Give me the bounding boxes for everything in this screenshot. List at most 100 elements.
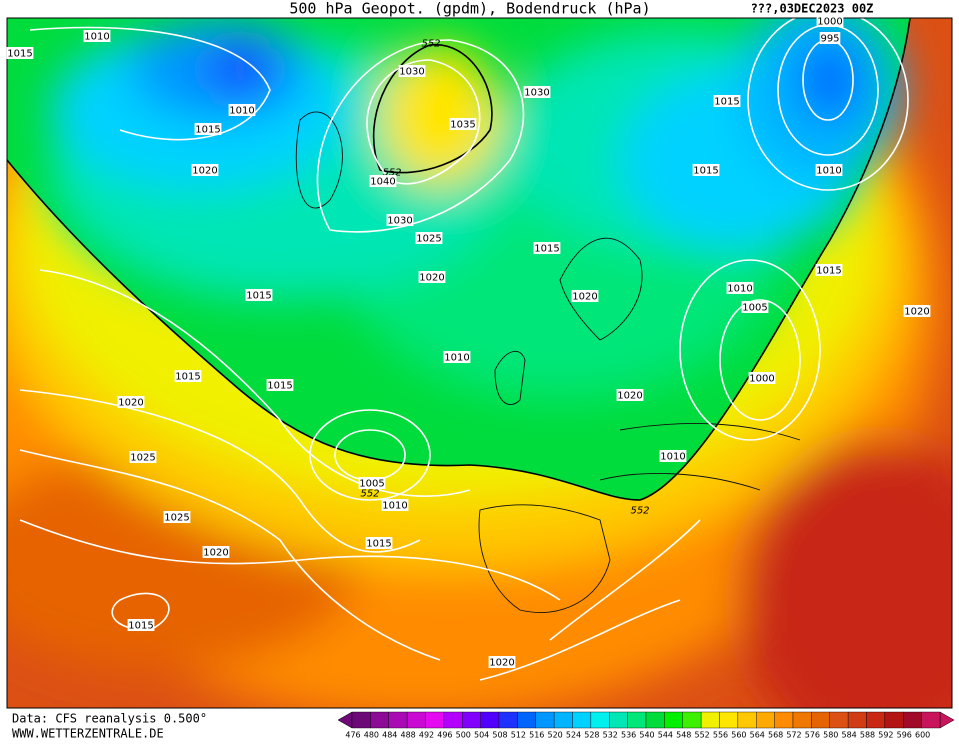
colorbar-swatch (737, 711, 757, 729)
colorbar-swatch (829, 711, 849, 729)
label-box (815, 164, 843, 176)
label-box (659, 450, 687, 462)
isobar-label: 1020 (904, 307, 929, 318)
colorbar-label: 576 (805, 731, 820, 740)
colorbar-label: 520 (547, 731, 562, 740)
isobar-label: 552 (421, 39, 440, 50)
timestamp: ???,03DEC2023 00Z (751, 2, 874, 16)
isobar-label: 1015 (693, 166, 718, 177)
colorbar-label: 544 (658, 731, 673, 740)
isobar-label: 1015 (246, 291, 271, 302)
colorbar: 476 480 484 488 492 496 500 504 508 512 516 520 524 5… (337, 711, 955, 740)
isobar-label: 1010 (816, 166, 841, 177)
colorbar-swatch (866, 711, 886, 729)
colorbar-label: 484 (382, 731, 397, 740)
colorbar-label: 496 (437, 731, 452, 740)
colorbar-swatch (682, 711, 702, 729)
colorbar-label: 536 (621, 731, 636, 740)
isobar-label: 1030 (524, 88, 549, 99)
label-box (194, 123, 222, 135)
colorbar-arrow-left (337, 711, 353, 729)
colorbar-label: 516 (529, 731, 544, 740)
isobar-label: 1015 (366, 539, 391, 550)
label-box (443, 351, 471, 363)
colorbar-swatch (553, 711, 573, 729)
colorbar-swatch (645, 711, 665, 729)
colorbar-label: 584 (841, 731, 856, 740)
isobar-label: 1030 (387, 216, 412, 227)
colorbar-label: 592 (878, 731, 893, 740)
colorbar-label: 568 (768, 731, 783, 740)
label-box (533, 242, 561, 254)
colorbar-swatch (719, 711, 739, 729)
isobar-label: 1005 (742, 303, 767, 314)
isobar-label: 1015 (195, 125, 220, 136)
colorbar-swatch (406, 711, 426, 729)
isobar-label: 1010 (229, 106, 254, 117)
colorbar-label: 476 (345, 731, 360, 740)
isobar-label: 1025 (416, 234, 441, 245)
colorbar-swatch (774, 711, 794, 729)
colorbar-label: 588 (860, 731, 875, 740)
colorbar-swatch (756, 711, 775, 729)
isobar-label: 1015 (175, 372, 200, 383)
label-box (127, 619, 155, 631)
isobar-label: 552 (630, 506, 649, 517)
colorbar-label: 508 (492, 731, 507, 740)
colorbar-swatch (388, 711, 408, 729)
colorbar-swatch (811, 711, 830, 729)
label-box (616, 389, 644, 401)
isobar-label: 1015 (534, 244, 559, 255)
colorbar-label: 480 (364, 731, 379, 740)
colorbar-label: 528 (584, 731, 599, 740)
label-box (398, 65, 426, 77)
map-title: 500 hPa Geopot. (gpdm), Bodendruck (hPa) (289, 0, 650, 18)
colorbar-label: 524 (566, 731, 581, 740)
colorbar-swatch (351, 711, 371, 729)
label-box (365, 537, 393, 549)
isobar-label: 1015 (128, 621, 153, 632)
label-box (202, 546, 230, 558)
isobar-label: 1020 (572, 292, 597, 303)
isobar-labels: 1010 1015 552 1030 1030 1015 995 1000 1010 1015 10… (6, 15, 931, 669)
colorbar-label: 548 (676, 731, 691, 740)
label-box (819, 32, 841, 44)
colorbar-swatch (425, 711, 445, 729)
colorbar-swatch (847, 711, 867, 729)
colorbar-label: 532 (603, 731, 618, 740)
colorbar-label: 600 (915, 731, 930, 740)
colorbar-swatch (443, 711, 463, 729)
colorbar-swatch (903, 711, 922, 729)
isobar-label: 1010 (727, 284, 752, 295)
isobar-label: 1010 (660, 452, 685, 463)
isobar-label: 1020 (489, 658, 514, 669)
label-box (6, 47, 34, 59)
label-box (191, 164, 219, 176)
colorbar-label: 564 (750, 731, 765, 740)
colorbar-swatch (700, 711, 720, 729)
colorbar-label: 488 (400, 731, 415, 740)
isobar-label: 1020 (118, 398, 143, 409)
label-box (692, 164, 720, 176)
isobar-label: 1015 (267, 381, 292, 392)
label-box (386, 214, 414, 226)
label-box (748, 372, 776, 384)
label-box (726, 282, 754, 294)
colorbar-label: 500 (456, 731, 471, 740)
isobar-label: 1030 (399, 67, 424, 78)
label-box (163, 511, 191, 523)
isobar-label: 1040 (370, 177, 395, 188)
label-box (117, 396, 145, 408)
map-frame (6, 17, 953, 709)
label-box (713, 95, 741, 107)
isobar-label: 1025 (130, 453, 155, 464)
label-box (418, 271, 446, 283)
label-box (449, 118, 477, 130)
colorbar-label: 572 (786, 731, 801, 740)
colorbar-swatch (792, 711, 812, 729)
colorbar-arrow-right (939, 711, 955, 729)
colorbar-swatch (884, 711, 904, 729)
